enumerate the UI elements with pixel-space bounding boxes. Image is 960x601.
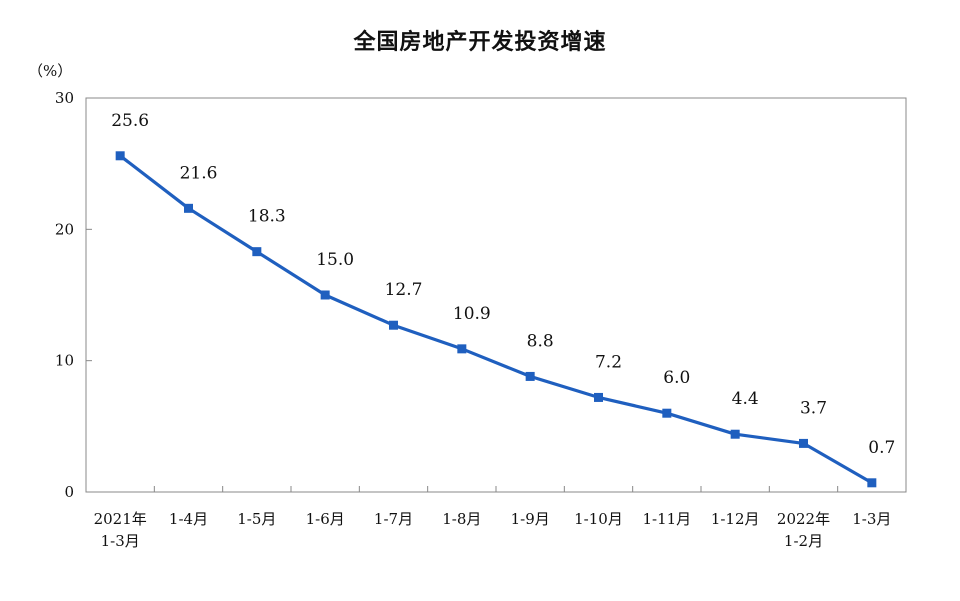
data-label: 18.3 [248,207,286,227]
x-tick-label: 2022年 [777,510,830,528]
data-point [730,429,740,439]
x-tick-label: 1-11月 [642,510,691,528]
x-tick-label: 2021年 [94,510,147,528]
data-label: 4.4 [732,389,759,409]
data-point [115,151,125,161]
axes [85,97,907,493]
x-tick-label: 1-7月 [374,510,413,528]
data-point [252,247,262,257]
data-point [525,371,535,381]
x-tick-label: 1-5月 [237,510,276,528]
data-point [594,392,603,402]
y-tick-label: 20 [55,220,74,238]
x-tick-label: 1-2月 [784,532,823,550]
data-label: 6.0 [663,368,690,388]
x-tick-label: 1-8月 [442,510,481,528]
x-tick-label: 1-3月 [101,532,140,550]
x-tick-labels: 2021年 1-3月 1-4月 1-5月 1-6月 1-7月 1-8月 1-9月 1-10月 1-… [94,486,891,550]
data-label: 3.7 [800,398,827,418]
data-label: 8.8 [527,331,554,351]
data-point [799,438,808,448]
x-tick-label: 1-6月 [306,510,345,528]
x-tick-label: 1-9月 [511,510,550,528]
data-point [867,478,877,488]
data-label: 21.6 [180,163,218,183]
x-tick-label: 1-12月 [711,510,760,528]
y-tick-label: 10 [55,352,74,370]
data-label: 12.7 [385,280,423,300]
data-label: 15.0 [316,250,354,270]
chart-title: 全国房地产开发投资增速 [353,30,607,55]
y-axis-unit: （%） [28,62,73,80]
plot-frame [85,97,907,493]
data-label: 0.7 [868,438,895,458]
series: 25.6 21.6 18.3 15.0 12.7 10.9 8.8 7.2 6.0 4.4 3.7 0… [111,111,895,488]
series-line [119,154,873,485]
data-label: 25.6 [111,111,149,131]
y-tick-label: 30 [55,89,74,107]
x-tick-label: 1-4月 [169,510,208,528]
y-ticks: 0 10 20 30 [55,89,92,501]
x-tick-label: 1-3月 [852,510,891,528]
data-label: 10.9 [453,304,491,324]
x-tick-label: 1-10月 [574,510,623,528]
y-tick-label: 0 [64,483,74,501]
data-point [184,203,193,213]
data-point [662,408,672,418]
data-point [389,320,398,330]
data-point [457,344,467,354]
data-label: 7.2 [595,352,622,372]
data-point [320,290,330,300]
